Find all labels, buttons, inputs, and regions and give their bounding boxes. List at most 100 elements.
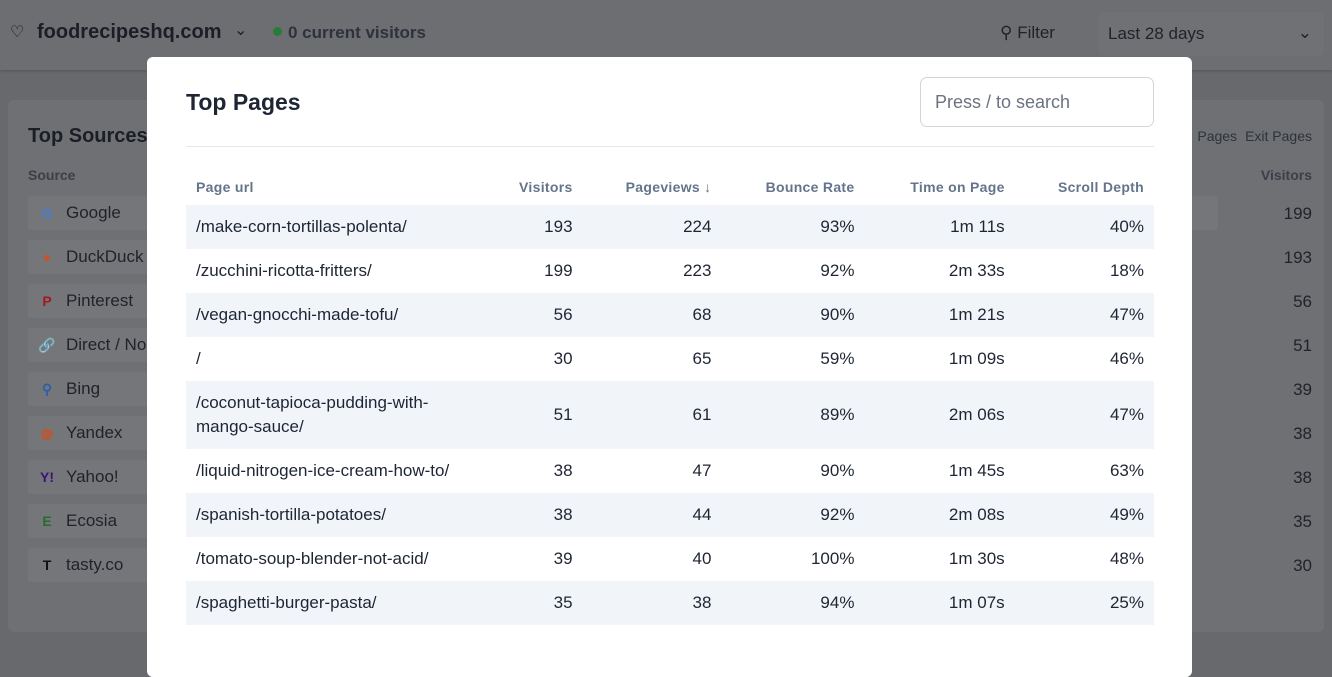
cell-time-on-page: 1m 09s (948, 349, 1005, 368)
date-range-label: Last 28 days (1108, 24, 1205, 43)
cell-time-on-page: 1m 07s (864, 581, 1015, 625)
cell-bounce-rate: 93% (721, 205, 865, 249)
cell-scroll-depth: 40% (1014, 205, 1154, 249)
source-visitors: 51 (1293, 336, 1312, 355)
cell-scroll-depth: 25% (1014, 581, 1154, 625)
cell-pageviews: 224 (582, 205, 722, 249)
column-header-page-url[interactable]: Page url (196, 179, 254, 195)
cell-pageviews: 223 (683, 261, 712, 280)
live-dot-icon (273, 27, 282, 36)
cell-pageviews: 44 (582, 493, 722, 537)
table-row[interactable]: /spaghetti-burger-pasta/35 38 94% 1m 07s 25% (186, 581, 1154, 625)
cell-time-on-page: 2m 33s (948, 261, 1005, 280)
current-visitors[interactable]: 0 current visitors (273, 23, 426, 43)
cell-time-on-page: 2m 08s (864, 493, 1015, 537)
cell-bounce-rate: 89% (721, 381, 865, 449)
table-row[interactable]: /tomato-soup-blender-not-acid/39 40 100% 1m… (186, 537, 1154, 581)
column-header-bounce-rate[interactable]: Bounce Rate (765, 179, 855, 195)
source-label: Google (66, 203, 121, 222)
cell-scroll-depth: 47% (1014, 381, 1154, 449)
date-range-select[interactable]: Last 28 days ⌄ (1098, 12, 1324, 56)
source-label: Ecosia (66, 511, 118, 530)
cell-visitors: 38 (553, 461, 573, 480)
cell-bounce-rate: 90% (820, 461, 855, 480)
heart-logo-icon[interactable]: ♡ (10, 24, 25, 41)
ecosia-icon: E (42, 513, 52, 529)
filter-label: Filter (1017, 23, 1055, 42)
cell-time-on-page: 2m 06s (864, 381, 1015, 449)
cell-time-on-page: 1m 30s (948, 549, 1005, 568)
cell-bounce-rate: 92% (820, 261, 855, 280)
source-visitors: 39 (1293, 380, 1312, 399)
search-input[interactable] (920, 77, 1154, 127)
pinterest-icon: P (42, 293, 52, 309)
site-switcher[interactable]: foodrecipeshq.com (37, 21, 222, 43)
source-label: Direct / No (66, 335, 147, 354)
search-icon: ⚲ (41, 381, 53, 397)
cell-bounce-rate: 59% (820, 349, 855, 368)
cell-visitors: 30 (553, 349, 573, 368)
cell-bounce-rate: 92% (721, 493, 865, 537)
cell-scroll-depth: 46% (1109, 349, 1144, 368)
visitors-column-header: Visitors (1260, 167, 1312, 183)
cell-page-url[interactable]: /vegan-gnocchi-made-tofu/ (186, 293, 486, 337)
tab-exit-pages[interactable]: Exit Pages (1245, 128, 1312, 144)
yandex-icon: ◍ (40, 425, 54, 441)
cell-page-url[interactable]: /tomato-soup-blender-not-acid/ (196, 549, 429, 568)
source-visitors: 38 (1293, 468, 1312, 487)
cell-page-url[interactable]: /spaghetti-burger-pasta/ (186, 581, 486, 625)
table-row[interactable]: /vegan-gnocchi-made-tofu/56 68 90% 1m 21s 47… (186, 293, 1154, 337)
table-row[interactable]: /make-corn-tortillas-polenta/193 224 93% 1m… (186, 205, 1154, 249)
cell-pageviews: 38 (582, 581, 722, 625)
source-label: Yandex (66, 423, 123, 442)
column-header-pageviews[interactable]: Pageviews ↓ (625, 179, 712, 195)
cell-visitors: 35 (486, 581, 583, 625)
chevron-down-icon: ⌄ (1297, 23, 1312, 42)
cell-pageviews: 47 (692, 461, 712, 480)
cell-page-url[interactable]: /coconut-tapioca-pudding-with-mango-sauc… (186, 381, 486, 449)
cell-pageviews: 40 (692, 549, 712, 568)
cell-page-url[interactable]: /make-corn-tortillas-polenta/ (186, 205, 486, 249)
source-visitors: 199 (1283, 204, 1312, 223)
source-label: Yahoo! (66, 467, 119, 486)
cell-scroll-depth: 47% (1014, 293, 1154, 337)
tab-pages[interactable]: Pages (1197, 128, 1238, 144)
cell-time-on-page: 1m 21s (864, 293, 1015, 337)
source-visitors: 38 (1293, 424, 1312, 443)
cell-visitors: 199 (544, 261, 573, 280)
cell-pageviews: 61 (582, 381, 722, 449)
cell-page-url[interactable]: / (196, 349, 201, 368)
divider (186, 146, 1154, 147)
top-pages-table: Page url Visitors Pageviews ↓ Bounce Rate Ti… (186, 169, 1154, 625)
source-label: Pinterest (66, 291, 134, 310)
table-row[interactable]: /spanish-tortilla-potatoes/38 44 92% 2m 08s… (186, 493, 1154, 537)
current-visitors-label: 0 current visitors (288, 23, 426, 42)
search-icon: ⚲ (1000, 23, 1013, 42)
filter-button[interactable]: ⚲ Filter (1000, 23, 1055, 43)
table-row[interactable]: /zucchini-ricotta-fritters/199 223 92% 2m 3… (186, 249, 1154, 293)
source-label: DuckDuck (66, 247, 144, 266)
cell-visitors: 193 (486, 205, 583, 249)
table-row[interactable]: / 30 65 59% 1m 09s 46% (186, 337, 1154, 381)
column-header-time-on-page[interactable]: Time on Page (910, 179, 1005, 195)
cell-page-url[interactable]: /spanish-tortilla-potatoes/ (186, 493, 486, 537)
google-icon: G (41, 205, 53, 221)
cell-scroll-depth: 63% (1109, 461, 1144, 480)
cell-time-on-page: 1m 45s (948, 461, 1005, 480)
source-label: Bing (66, 379, 101, 398)
cell-visitors: 39 (553, 549, 573, 568)
cell-pageviews: 68 (582, 293, 722, 337)
cell-time-on-page: 1m 11s (864, 205, 1015, 249)
column-header-visitors[interactable]: Visitors (519, 179, 573, 195)
table-row[interactable]: /coconut-tapioca-pudding-with-mango-sauc… (186, 381, 1154, 449)
cell-scroll-depth: 48% (1109, 549, 1144, 568)
chevron-down-icon[interactable]: ⌄ (234, 22, 248, 39)
top-pages-modal: Top Pages Page url Visitors Pageviews ↓ Bou… (147, 57, 1192, 677)
cell-page-url[interactable]: /liquid-nitrogen-ice-cream-how-to/ (196, 461, 450, 480)
column-header-scroll-depth[interactable]: Scroll Depth (1057, 179, 1144, 195)
table-row[interactable]: /liquid-nitrogen-ice-cream-how-to/38 47 90… (186, 449, 1154, 493)
cell-bounce-rate: 94% (721, 581, 865, 625)
cell-pageviews: 65 (692, 349, 712, 368)
cell-page-url[interactable]: /zucchini-ricotta-fritters/ (196, 261, 372, 280)
source-label: tasty.co (66, 555, 124, 574)
